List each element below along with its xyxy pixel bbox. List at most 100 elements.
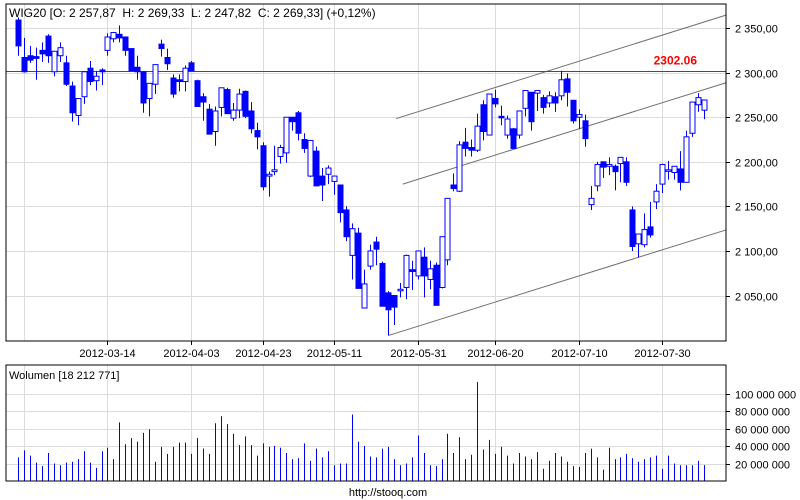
candle-bullish <box>93 75 100 82</box>
date-tick-label: 2012-04-23 <box>235 348 291 360</box>
candle-bearish <box>188 62 195 72</box>
candle-bullish <box>110 32 117 40</box>
candle-bullish <box>218 87 225 108</box>
candle-bullish <box>397 288 404 292</box>
candle-bearish <box>140 71 147 104</box>
price-tick-label: 2 100,00 <box>735 247 778 259</box>
candle-bullish <box>456 144 463 192</box>
candle-bearish <box>373 241 380 250</box>
resistance-label: 2302.06 <box>654 54 698 68</box>
candle-bearish <box>623 161 630 183</box>
candle-bullish <box>689 101 696 134</box>
candle-bearish <box>254 130 261 138</box>
candle-bullish <box>152 64 159 85</box>
candle-bullish <box>695 97 702 106</box>
volume-chart-title: Wolumen [18 212 771] <box>9 370 119 382</box>
candle-bullish <box>415 250 422 277</box>
source-link[interactable]: http://stooq.com <box>349 487 427 499</box>
candle-bullish <box>403 254 410 289</box>
candle-bullish <box>104 36 111 51</box>
candle-bullish <box>546 95 553 104</box>
candle-bearish <box>552 96 559 104</box>
candle-bullish <box>665 169 672 172</box>
channel-trend-line <box>396 14 727 120</box>
candle-bearish <box>301 139 308 149</box>
volume-tick-label: 60 000 000 <box>735 425 790 437</box>
candle-bearish <box>629 209 636 247</box>
candle-bearish <box>468 147 475 151</box>
candle-bullish <box>427 268 434 280</box>
candle-bullish <box>474 125 481 151</box>
price-tick-label: 2 300,00 <box>735 69 778 81</box>
candle-bullish <box>444 197 451 261</box>
candle-bearish <box>45 35 52 57</box>
candle-bearish <box>224 89 231 115</box>
price-tick-label: 2 250,00 <box>735 113 778 125</box>
candle-bullish <box>51 50 58 73</box>
candle-bearish <box>385 292 392 311</box>
candle-bullish <box>486 93 493 136</box>
candle-bearish <box>15 19 22 47</box>
candle-bearish <box>122 36 129 51</box>
candle-bearish <box>116 33 123 39</box>
date-tick-label: 2012-03-14 <box>79 348 135 360</box>
candle-bearish <box>612 165 619 173</box>
candle-bullish <box>367 250 374 267</box>
price-tick-label: 2 150,00 <box>735 202 778 214</box>
candle-bearish <box>21 56 28 73</box>
candle-bullish <box>671 165 678 174</box>
candle-bearish <box>582 120 589 140</box>
candle-bullish <box>635 233 642 245</box>
date-tick-label: 2012-06-20 <box>467 348 523 360</box>
candle-bearish <box>409 269 416 272</box>
volume-tick-label: 100 000 000 <box>735 390 796 402</box>
candle-bullish <box>588 197 595 206</box>
candle-bullish <box>349 228 356 256</box>
candle-bearish <box>379 262 386 307</box>
candle-bearish <box>128 48 135 72</box>
candle-bearish <box>647 226 654 236</box>
reference-line: 2302.06 <box>6 54 726 72</box>
candle-bearish <box>39 49 46 55</box>
candle-bearish <box>87 67 94 83</box>
price-chart-title: WIG20 [O: 2 257,87 H: 2 269,33 L: 2 247,… <box>9 6 376 20</box>
volume-tick-label: 40 000 000 <box>735 442 790 454</box>
candle-bullish <box>534 89 541 94</box>
price-plot-frame <box>5 3 727 342</box>
candle-bearish <box>248 110 255 130</box>
candle-bearish <box>33 56 40 59</box>
date-tick-label: 2012-07-30 <box>634 348 690 360</box>
candle-bearish <box>480 104 487 132</box>
candle-bearish <box>69 85 76 114</box>
candle-bearish <box>570 99 577 122</box>
candle-bullish <box>325 167 332 175</box>
channel-trend-line <box>388 229 727 336</box>
volume-bars <box>18 382 705 481</box>
candle-bullish <box>361 283 368 309</box>
candle-bearish <box>564 78 571 93</box>
candle-bearish <box>540 97 547 108</box>
candle-bullish <box>146 82 153 100</box>
candle-bearish <box>600 161 607 168</box>
candle-bearish <box>200 96 207 103</box>
candle-bullish <box>641 229 648 246</box>
candle-bearish <box>355 232 362 289</box>
date-tick-label: 2012-05-11 <box>307 348 362 360</box>
axes: 2 050,00 2 100,00 2 150,00 2 200,00 2 250,00… <box>79 24 796 472</box>
candle-bearish <box>63 62 70 85</box>
candles <box>15 17 708 336</box>
candle-bearish <box>27 55 34 61</box>
candle-bearish <box>164 56 171 65</box>
candle-bearish <box>260 145 267 188</box>
candle-bearish <box>170 77 177 95</box>
volume-tick-label: 20 000 000 <box>735 460 790 472</box>
candle-bullish <box>230 109 237 119</box>
candle-bearish <box>450 184 457 190</box>
candle-bullish <box>558 79 565 97</box>
candle-bullish <box>659 163 666 185</box>
candle-bearish <box>176 79 183 83</box>
candle-bullish <box>307 139 314 177</box>
candle-bearish <box>134 66 141 73</box>
candle-bearish <box>462 141 469 149</box>
